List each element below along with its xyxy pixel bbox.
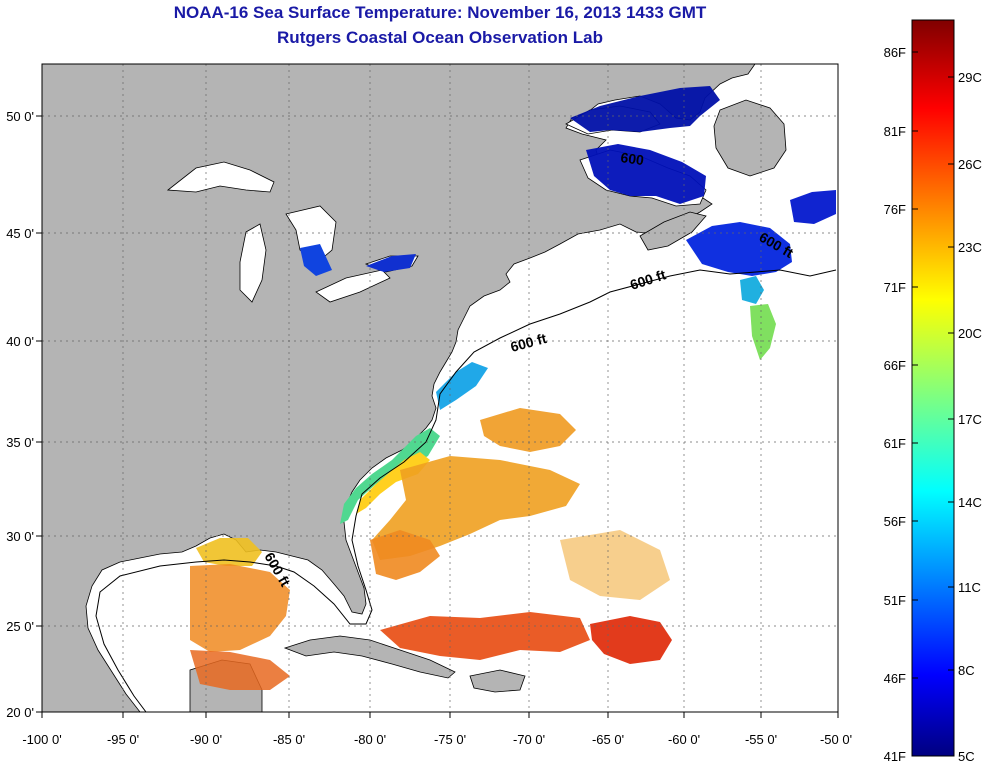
colorbar-label-c: 11C (958, 580, 981, 595)
map-subtitle: Rutgers Coastal Ocean Observation Lab (277, 28, 603, 47)
colorbar-label-c: 20C (958, 326, 982, 341)
sst-patch-mid-ocean-east (560, 530, 670, 600)
sst-patch-sargasso-central (372, 456, 580, 560)
colorbar-scale (911, 19, 955, 757)
colorbar-label-c: 8C (958, 663, 975, 678)
newfoundland-land (713, 99, 787, 177)
colorbar-label-f: 76F (884, 202, 906, 217)
sst-patch-bahamas-west (370, 530, 440, 580)
colorbar-label-f: 81F (884, 124, 906, 139)
sst-patch-slope-cyan (740, 276, 764, 304)
sst-patch-labrador (570, 86, 720, 132)
lon-ticks (41, 712, 839, 718)
lon-tick-label: -75 0' (434, 732, 466, 747)
sst-patch-gulf-mexico (190, 564, 290, 652)
lat-tick-label: 20 0' (6, 705, 34, 720)
lat-tick-label: 35 0' (6, 435, 34, 450)
colorbar-label-f: 56F (884, 514, 906, 529)
lon-tick-label: -65 0' (592, 732, 624, 747)
contour-label-north: 600 (620, 149, 646, 168)
lat-tick-label: 40 0' (6, 334, 34, 349)
lon-tick-label: -70 0' (513, 732, 545, 747)
colorbar-label-f: 71F (884, 280, 906, 295)
colorbar-label-f: 61F (884, 436, 906, 451)
colorbar-label-c: 29C (958, 70, 982, 85)
colorbar-label-c: 14C (958, 495, 982, 510)
lat-ticks (36, 115, 42, 713)
lake-michigan (239, 223, 267, 303)
nova-scotia-land (639, 211, 707, 251)
map-title: NOAA-16 Sea Surface Temperature: Novembe… (173, 3, 707, 22)
lon-tick-label: -95 0' (107, 732, 139, 747)
sst-patch-slope-green (750, 304, 776, 360)
sst-patch-sargasso-north (480, 408, 576, 452)
lake-erie (315, 269, 391, 303)
colorbar-label-f: 46F (884, 671, 906, 686)
colorbar-label-c: 5C (958, 749, 975, 764)
sst-patch-gulf-mexico-north (196, 538, 262, 566)
sst-patch-mid-atlantic (436, 362, 488, 410)
lake-superior (166, 161, 275, 193)
colorbar-label-f: 66F (884, 358, 906, 373)
lon-tick-label: -85 0' (273, 732, 305, 747)
colorbar-ticks (912, 51, 954, 679)
sst-patch-caribbean-north (380, 612, 590, 660)
colorbar-label-c: 23C (958, 240, 982, 255)
lat-tick-label: 25 0' (6, 619, 34, 634)
lon-tick-label: -55 0' (745, 732, 777, 747)
lon-tick-label: -90 0' (190, 732, 222, 747)
sst-patch-lake-erie (300, 244, 332, 276)
sst-patch-great-lakes (366, 254, 416, 272)
colorbar-label-c: 17C (958, 412, 982, 427)
sst-data-layer (190, 86, 836, 690)
sst-patch-newfoundland-shelf (686, 222, 792, 276)
cuba-land (283, 635, 456, 679)
sst-patch-east-caribbean (590, 616, 672, 664)
sst-patch-east-newfoundland (790, 190, 836, 224)
lon-tick-label: -60 0' (668, 732, 700, 747)
lat-tick-label: 50 0' (6, 109, 34, 124)
colorbar-label-f: 51F (884, 593, 906, 608)
colorbar-label-f: 41F (884, 749, 906, 764)
lat-tick-label: 45 0' (6, 226, 34, 241)
lon-tick-label: -80 0' (354, 732, 386, 747)
north-america-land (42, 64, 756, 712)
hispaniola-land (469, 669, 526, 693)
lon-tick-label: -50 0' (820, 732, 852, 747)
lat-tick-label: 30 0' (6, 529, 34, 544)
map-frame (41, 63, 839, 713)
map-gridlines (42, 64, 838, 712)
sst-patch-st-lawrence (586, 144, 706, 204)
lon-tick-label: -100 0' (22, 732, 61, 747)
colorbar-label-f: 86F (884, 45, 906, 60)
sst-patch-yucatan-channel (190, 650, 290, 690)
colorbar-label-c: 26C (958, 157, 982, 172)
depth-contour-600ft (95, 269, 837, 712)
